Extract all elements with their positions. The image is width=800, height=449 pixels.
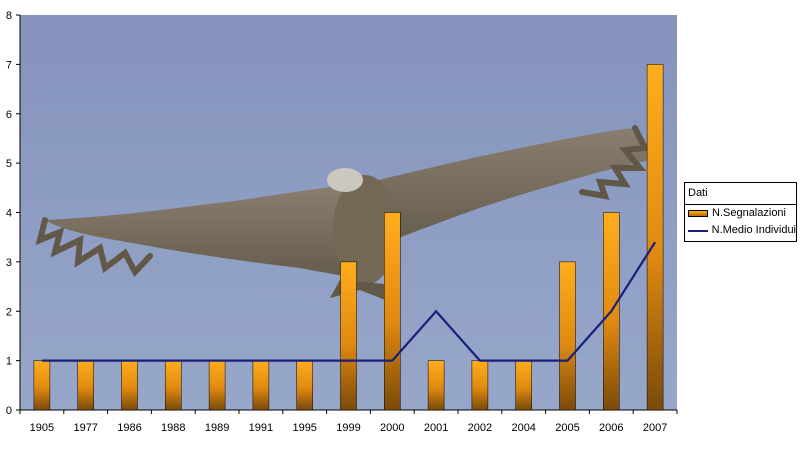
bar	[78, 361, 94, 410]
x-tick-label: 1977	[73, 422, 97, 434]
y-tick-label: 4	[6, 208, 12, 220]
bar	[384, 213, 400, 411]
x-tick-label: 2000	[380, 422, 404, 434]
y-tick-label: 6	[6, 109, 12, 121]
x-tick-label: 2002	[468, 422, 492, 434]
x-tick-label: 2004	[511, 422, 535, 434]
bar	[516, 361, 532, 410]
legend-swatch-line	[688, 230, 708, 232]
x-tick-label: 1991	[249, 422, 273, 434]
bar	[472, 361, 488, 410]
legend-item-segnalazioni: N.Segnalazioni	[685, 205, 796, 222]
bar	[34, 361, 50, 410]
y-tick-label: 7	[6, 59, 12, 71]
x-tick-label: 2005	[555, 422, 579, 434]
y-tick-label: 8	[6, 10, 12, 22]
bar	[253, 361, 269, 410]
bar	[297, 361, 313, 410]
y-tick-label: 5	[6, 158, 12, 170]
y-tick-label: 3	[6, 257, 12, 269]
legend-title: Dati	[685, 183, 796, 205]
y-tick-label: 2	[6, 306, 12, 318]
bar	[647, 64, 663, 410]
x-tick-label: 1988	[161, 422, 185, 434]
y-tick-label: 1	[6, 356, 12, 368]
bar	[341, 262, 357, 410]
x-tick-label: 2001	[424, 422, 448, 434]
legend-label-medio-individui: N.Medio Individui	[712, 222, 796, 239]
y-ticks: 0 1 2 3 4 5 6 7 8	[6, 10, 20, 417]
x-tick-label: 2007	[643, 422, 667, 434]
legend-swatch-bar	[688, 210, 708, 217]
x-tick-label: 1999	[336, 422, 360, 434]
x-tick-label: 1905	[30, 422, 54, 434]
x-tick-label: 2006	[599, 422, 623, 434]
bar	[428, 361, 444, 410]
x-tick-label: 1989	[205, 422, 229, 434]
legend-item-medio-individui: N.Medio Individui	[685, 222, 796, 239]
bar	[209, 361, 225, 410]
bar	[165, 361, 181, 410]
legend: Dati N.Segnalazioni N.Medio Individui	[684, 182, 797, 242]
x-tick-label: 1986	[117, 422, 141, 434]
legend-label-segnalazioni: N.Segnalazioni	[712, 205, 786, 222]
x-tick-label: 1995	[292, 422, 316, 434]
y-tick-label: 0	[6, 405, 12, 417]
bar	[122, 361, 138, 410]
x-ticks: 1905 1977 1986 1988 1989 1991 1995 1999 2000 2001…	[20, 410, 677, 434]
bar	[560, 262, 576, 410]
